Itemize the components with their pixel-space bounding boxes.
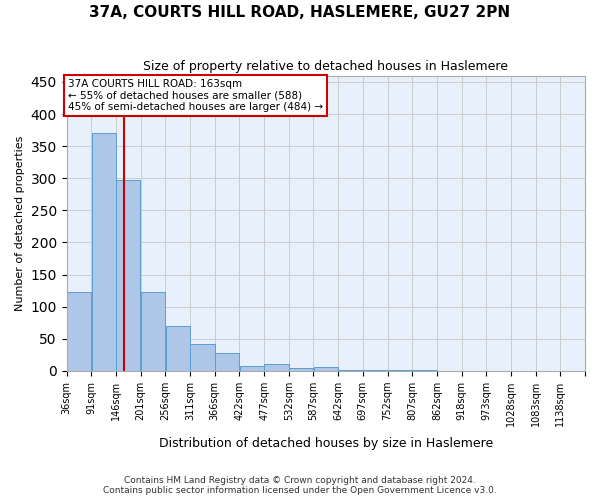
- Title: Size of property relative to detached houses in Haslemere: Size of property relative to detached ho…: [143, 60, 508, 73]
- Bar: [141, 292, 165, 371]
- Bar: [363, 370, 387, 371]
- Bar: [388, 370, 412, 371]
- Bar: [67, 292, 91, 371]
- Bar: [190, 344, 215, 371]
- Text: 37A, COURTS HILL ROAD, HASLEMERE, GU27 2PN: 37A, COURTS HILL ROAD, HASLEMERE, GU27 2…: [89, 5, 511, 20]
- Text: 37A COURTS HILL ROAD: 163sqm
← 55% of detached houses are smaller (588)
45% of s: 37A COURTS HILL ROAD: 163sqm ← 55% of de…: [68, 79, 323, 112]
- Bar: [265, 364, 289, 371]
- Bar: [314, 367, 338, 371]
- Bar: [239, 366, 264, 371]
- Bar: [215, 353, 239, 371]
- Text: Contains HM Land Registry data © Crown copyright and database right 2024.
Contai: Contains HM Land Registry data © Crown c…: [103, 476, 497, 495]
- Bar: [289, 368, 313, 371]
- Bar: [166, 326, 190, 371]
- Bar: [338, 370, 362, 371]
- Bar: [92, 134, 116, 371]
- Y-axis label: Number of detached properties: Number of detached properties: [15, 136, 25, 311]
- X-axis label: Distribution of detached houses by size in Haslemere: Distribution of detached houses by size …: [159, 437, 493, 450]
- Bar: [116, 180, 140, 371]
- Bar: [412, 370, 437, 371]
